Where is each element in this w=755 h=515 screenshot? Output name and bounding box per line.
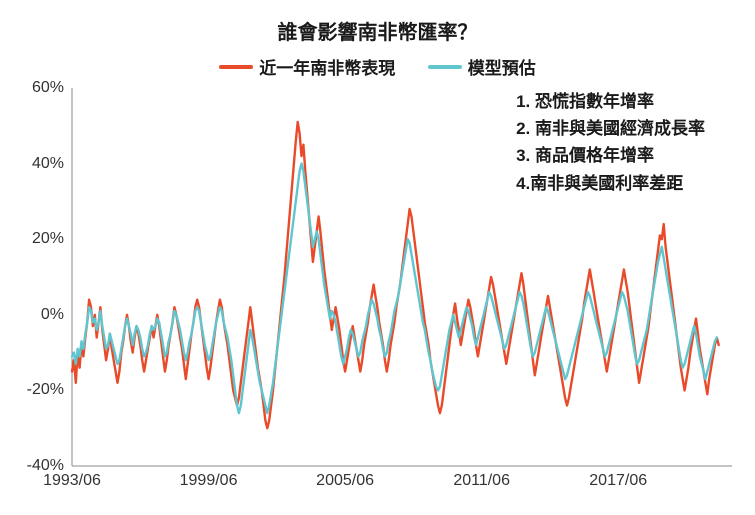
y-tick: -20%	[27, 381, 72, 399]
legend-label-model: 模型預估	[468, 54, 536, 79]
chart-title: 誰會影響南非幣匯率？	[0, 16, 755, 45]
legend-swatch-model	[428, 65, 462, 69]
legend-item-actual: 近一年南非幣表現	[219, 54, 395, 79]
x-tick: 1999/06	[180, 466, 238, 490]
x-tick: 2017/06	[589, 466, 647, 490]
chart-root: 誰會影響南非幣匯率？ 近一年南非幣表現 模型預估 1. 恐慌指數年增率 2. 南…	[0, 0, 755, 515]
plot-svg	[72, 88, 732, 466]
legend-swatch-actual	[219, 65, 253, 69]
legend-item-model: 模型預估	[428, 54, 536, 79]
x-tick: 2011/06	[453, 466, 510, 490]
y-tick: 60%	[32, 79, 72, 97]
x-tick: 1993/06	[43, 466, 101, 490]
plot-area: -40%-20%0%20%40%60%1993/061999/062005/06…	[72, 88, 732, 466]
legend: 近一年南非幣表現 模型預估	[0, 54, 755, 79]
y-tick: 0%	[41, 306, 72, 324]
legend-label-actual: 近一年南非幣表現	[259, 54, 395, 79]
series-actual	[72, 122, 719, 428]
y-tick: 20%	[32, 230, 72, 248]
x-tick: 2005/06	[316, 466, 374, 490]
y-tick: 40%	[32, 155, 72, 173]
